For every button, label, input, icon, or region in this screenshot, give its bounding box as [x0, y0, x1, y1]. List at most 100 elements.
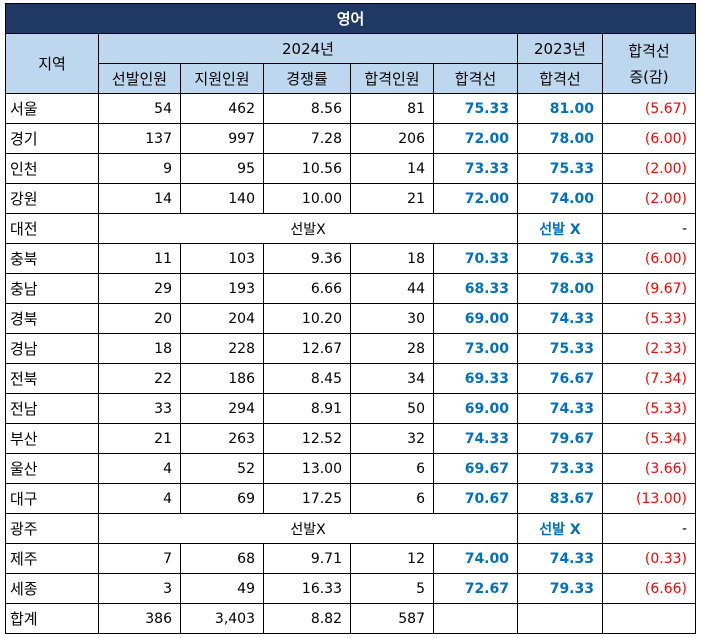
change-cell: (6.00)	[602, 243, 696, 274]
applicants-cell: 204	[180, 303, 264, 334]
ratio-cell: 10.00	[263, 183, 351, 214]
cutoff-2024-cell: 69.00	[433, 303, 518, 334]
applicants-cell: 68	[180, 543, 264, 574]
header-change: 합격선 증(감)	[602, 33, 696, 94]
ratio-cell: 9.71	[263, 543, 351, 574]
applicants-cell: 103	[180, 243, 264, 274]
total-selected-cell: 386	[98, 603, 181, 634]
change-cell: (0.33)	[602, 543, 696, 574]
region-cell: 광주	[5, 513, 99, 544]
score-table: 영어 지역 2024년 2023년 합격선 증(감) 선발인원 지원인원 경쟁률…	[5, 3, 696, 634]
table-row: 경남 18 228 12.67 28 73.00 75.33 (2.33)	[5, 333, 696, 364]
header-cutoff-2024: 합격선	[433, 63, 518, 94]
region-cell: 대구	[5, 483, 99, 514]
score-table-container: 영어 지역 2024년 2023년 합격선 증(감) 선발인원 지원인원 경쟁률…	[5, 3, 696, 634]
total-label-cell: 합계	[5, 603, 99, 634]
applicants-cell: 263	[180, 423, 264, 454]
table-row: 경북 20 204 10.20 30 69.00 74.33 (5.33)	[5, 303, 696, 334]
total-applicants-cell: 3,403	[180, 603, 264, 634]
header-row-1: 지역 2024년 2023년 합격선 증(감)	[5, 33, 696, 94]
total-row: 합계 386 3,403 8.82 587	[5, 603, 696, 634]
passed-cell: 12	[350, 543, 434, 574]
cutoff-2024-cell: 74.33	[433, 423, 518, 454]
selected-cell: 11	[98, 243, 181, 274]
applicants-cell: 69	[180, 483, 264, 514]
ratio-cell: 7.28	[263, 123, 351, 154]
cutoff-2024-cell: 75.33	[433, 93, 518, 124]
ratio-cell: 13.00	[263, 453, 351, 484]
region-cell: 전남	[5, 393, 99, 424]
header-ratio: 경쟁률	[263, 63, 351, 94]
selected-cell: 14	[98, 183, 181, 214]
selected-cell: 18	[98, 333, 181, 364]
cutoff-2023-cell: 78.00	[517, 273, 603, 304]
cutoff-2023-cell: 83.67	[517, 483, 603, 514]
cutoff-2023-cell: 74.33	[517, 543, 603, 574]
cutoff-2024-cell: 69.67	[433, 453, 518, 484]
passed-cell: 206	[350, 123, 434, 154]
total-cutoff-2023-cell	[517, 603, 603, 634]
cutoff-2024-cell: 73.00	[433, 333, 518, 364]
no-selection-2023-cell: 선발 X	[517, 213, 603, 244]
applicants-cell: 997	[180, 123, 264, 154]
table-row: 서울 54 462 8.56 81 75.33 81.00 (5.67)	[5, 93, 696, 124]
region-cell: 제주	[5, 543, 99, 574]
no-selection-2024-cell: 선발X	[98, 513, 518, 544]
header-applicants: 지원인원	[180, 63, 264, 94]
header-cutoff-2023: 합격선	[517, 63, 603, 94]
cutoff-2023-cell: 79.33	[517, 573, 603, 604]
selected-cell: 33	[98, 393, 181, 424]
cutoff-2023-cell: 78.00	[517, 123, 603, 154]
cutoff-2024-cell: 69.00	[433, 393, 518, 424]
change-cell: -	[602, 213, 696, 244]
passed-cell: 81	[350, 93, 434, 124]
applicants-cell: 49	[180, 573, 264, 604]
change-cell: -	[602, 513, 696, 544]
table-row: 대구 4 69 17.25 6 70.67 83.67 (13.00)	[5, 483, 696, 514]
cutoff-2023-cell: 81.00	[517, 93, 603, 124]
selected-cell: 54	[98, 93, 181, 124]
title-row: 영어	[5, 3, 696, 34]
table-row: 전북 22 186 8.45 34 69.33 76.67 (7.34)	[5, 363, 696, 394]
passed-cell: 5	[350, 573, 434, 604]
selected-cell: 4	[98, 483, 181, 514]
cutoff-2023-cell: 74.33	[517, 303, 603, 334]
passed-cell: 28	[350, 333, 434, 364]
table-row: 대전 선발X 선발 X-	[5, 213, 696, 244]
table-row: 강원 14 140 10.00 21 72.00 74.00 (2.00)	[5, 183, 696, 214]
passed-cell: 21	[350, 183, 434, 214]
change-cell: (6.66)	[602, 573, 696, 604]
selected-cell: 22	[98, 363, 181, 394]
ratio-cell: 16.33	[263, 573, 351, 604]
cutoff-2024-cell: 68.33	[433, 273, 518, 304]
cutoff-2023-cell: 79.67	[517, 423, 603, 454]
change-cell: (5.67)	[602, 93, 696, 124]
change-cell: (2.00)	[602, 183, 696, 214]
table-row: 제주 7 68 9.71 12 74.00 74.33 (0.33)	[5, 543, 696, 574]
change-cell: (2.33)	[602, 333, 696, 364]
region-cell: 부산	[5, 423, 99, 454]
passed-cell: 6	[350, 483, 434, 514]
change-cell: (9.67)	[602, 273, 696, 304]
region-cell: 충남	[5, 273, 99, 304]
total-ratio-cell: 8.82	[263, 603, 351, 634]
region-cell: 대전	[5, 213, 99, 244]
cutoff-2023-cell: 75.33	[517, 333, 603, 364]
total-passed-cell: 587	[350, 603, 434, 634]
header-region: 지역	[5, 33, 99, 94]
region-cell: 경북	[5, 303, 99, 334]
passed-cell: 14	[350, 153, 434, 184]
region-cell: 충북	[5, 243, 99, 274]
no-selection-2024-cell: 선발X	[98, 213, 518, 244]
table-row: 광주 선발X 선발 X-	[5, 513, 696, 544]
table-row: 충남 29 193 6.66 44 68.33 78.00 (9.67)	[5, 273, 696, 304]
change-cell: (5.33)	[602, 393, 696, 424]
applicants-cell: 294	[180, 393, 264, 424]
region-cell: 경남	[5, 333, 99, 364]
selected-cell: 137	[98, 123, 181, 154]
ratio-cell: 10.20	[263, 303, 351, 334]
ratio-cell: 8.45	[263, 363, 351, 394]
ratio-cell: 6.66	[263, 273, 351, 304]
selected-cell: 29	[98, 273, 181, 304]
applicants-cell: 186	[180, 363, 264, 394]
